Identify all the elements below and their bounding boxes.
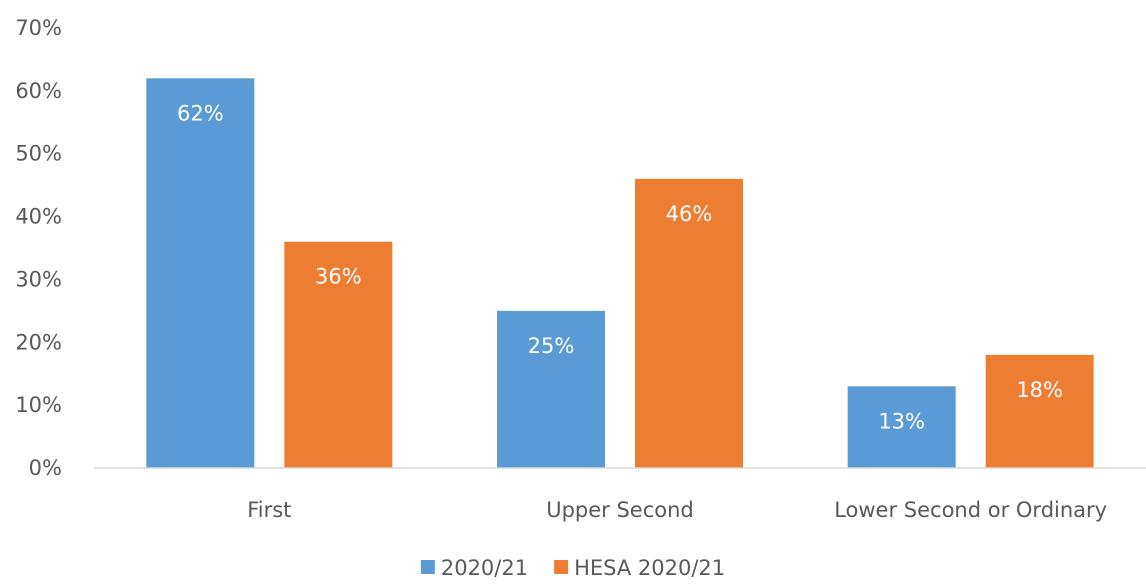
y-tick-label: 10% <box>15 393 62 417</box>
data-label: 62% <box>177 101 224 125</box>
data-labels: 62% 36% 25% 46% 13% 18% <box>177 101 1063 433</box>
legend-swatch <box>554 560 569 574</box>
x-category-label: Lower Second or Ordinary <box>834 498 1107 522</box>
data-label: 18% <box>1016 378 1063 402</box>
bar-lower-second-or-ordinary-series-1 <box>985 354 1094 468</box>
y-tick-label: 40% <box>15 205 62 229</box>
legend: 2020/21 HESA 2020/21 <box>420 556 725 580</box>
y-tick-label: 30% <box>15 267 62 291</box>
x-axis: First Upper Second Lower Second or Ordinar… <box>247 498 1107 522</box>
data-label: 13% <box>878 409 925 433</box>
y-tick-label: 50% <box>15 142 62 166</box>
x-category-label: Upper Second <box>546 498 694 522</box>
legend-swatch <box>420 560 435 574</box>
bar-first-series-1 <box>284 241 393 468</box>
data-label: 25% <box>528 334 575 358</box>
data-label: 46% <box>666 202 713 226</box>
x-category-label: First <box>247 498 291 522</box>
legend-label: HESA 2020/21 <box>574 556 725 580</box>
bar-upper-second-series-1 <box>635 178 743 468</box>
bar-upper-second-series-0 <box>497 310 605 468</box>
bars <box>146 78 1094 469</box>
y-tick-label: 70% <box>15 16 62 40</box>
bar-first-series-0 <box>146 78 255 469</box>
y-axis: 0% 10% 20% 30% 40% 50% 60% 70% <box>15 16 62 480</box>
legend-label: 2020/21 <box>441 556 528 580</box>
y-tick-label: 20% <box>15 330 62 354</box>
data-label: 36% <box>315 265 362 289</box>
y-tick-label: 0% <box>29 456 62 480</box>
bar-lower-second-or-ordinary-series-0 <box>847 386 956 468</box>
y-tick-label: 60% <box>15 79 62 103</box>
